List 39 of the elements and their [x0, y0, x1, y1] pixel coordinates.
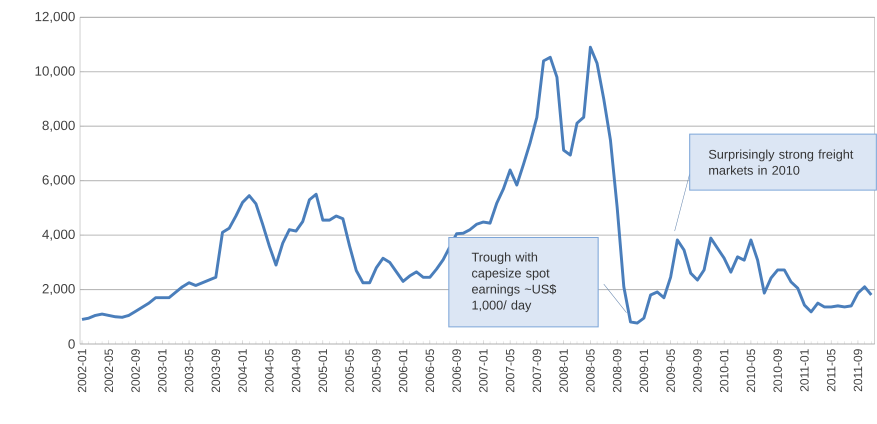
x-tick-label: 2003-09: [212, 349, 220, 392]
x-tick-label: 2004-05: [265, 349, 274, 392]
x-tick-label: 2003-01: [158, 349, 167, 392]
x-tick-label: 2006-05: [426, 349, 434, 392]
x-tick-label: 2009-01: [640, 349, 648, 392]
y-tick-label: 12,000: [36, 12, 75, 23]
x-tick-label: 2007-05: [506, 349, 514, 392]
y-tick-label: 2,000: [42, 284, 75, 296]
y-tick-label: 6,000: [42, 175, 75, 186]
x-tick-label: 2007-01: [479, 349, 488, 392]
y-tick-label: 0: [68, 339, 75, 349]
x-tick-label: 2006-01: [398, 349, 408, 392]
x-tick-label: 2002-09: [131, 349, 140, 392]
x-tick-label: 2011-09: [854, 349, 862, 392]
x-tick-label: 2003-05: [184, 349, 194, 392]
x-tick-label: 2006-09: [452, 349, 461, 392]
x-tick-label: 2011-01: [800, 349, 809, 392]
x-tick-label: 2011-05: [826, 349, 836, 392]
annotation: Trough with capesize spot earnings ~US$ 1,000/ day: [472, 252, 556, 312]
x-tick-label: 2005-09: [372, 349, 381, 392]
x-tick-label: 2002-05: [104, 349, 114, 392]
x-tick-label: 2004-09: [292, 349, 300, 392]
x-tick-label: 2009-05: [666, 349, 675, 392]
x-tick-label: 2010-09: [773, 349, 782, 392]
x-tick-label: 2010-05: [746, 349, 756, 392]
x-tick-label: 2008-01: [559, 349, 568, 392]
x-tick-label: 2008-09: [612, 349, 622, 392]
x-tick-label: 2004-01: [238, 349, 247, 392]
y-tick-label: 8,000: [42, 120, 75, 132]
x-tick-label: 2005-01: [318, 349, 328, 392]
x-tick-label: 2009-09: [693, 349, 702, 392]
y-tick-label: 4,000: [42, 230, 75, 241]
annotation: Surprisingly strong freight markets in 2010: [708, 149, 854, 175]
x-tick-label: 2008-05: [586, 349, 595, 392]
y-tick-label: 10,000: [36, 66, 75, 78]
x-tick-label: 2002-01: [78, 349, 86, 392]
x-tick-label: 2007-09: [532, 349, 542, 392]
x-tick-label: 2010-01: [720, 349, 728, 392]
x-tick-label: 2005-05: [345, 349, 354, 392]
